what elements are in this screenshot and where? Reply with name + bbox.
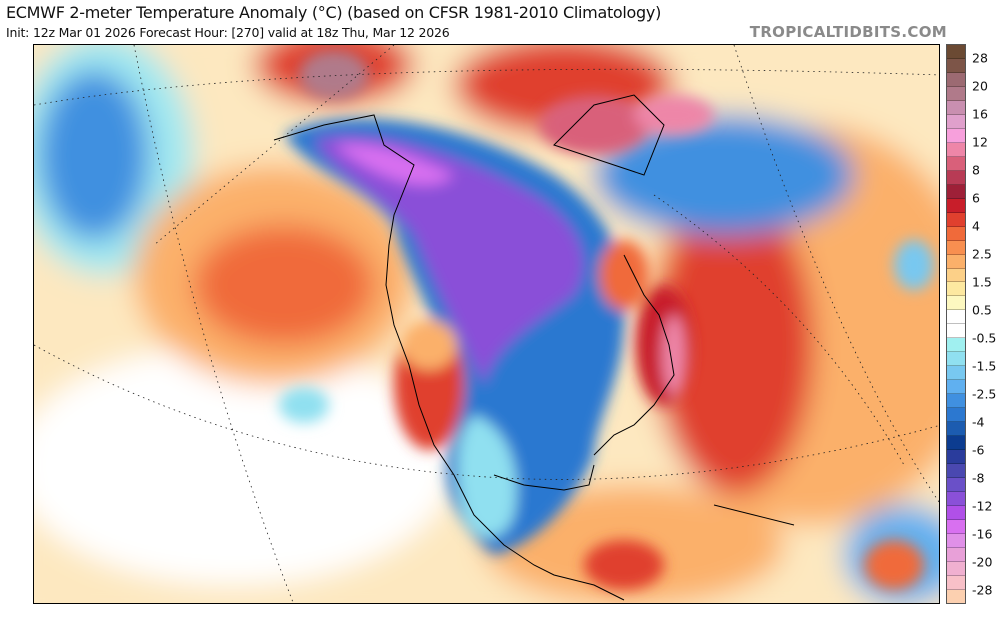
colorbar-bin [947,254,965,269]
colorbar-bin [947,547,965,562]
colorbar-bin [947,505,965,520]
colorbar-bin [947,296,965,311]
colorbar-bin [947,575,965,590]
colorbar-label: -1.5 [972,358,997,374]
colorbar-bin [947,408,965,423]
colorbar-label: 0.5 [972,302,992,318]
colorbar-bin [947,310,965,325]
colorbar-label: -28 [972,582,993,598]
colorbar-bin [947,45,965,59]
colorbar-bin [947,184,965,199]
colorbar-label: -20 [972,554,993,570]
colorbar-bin [947,533,965,548]
anomaly-field [34,45,939,603]
colorbar-bin [947,58,965,73]
colorbar-bin [947,198,965,213]
colorbar [946,44,966,604]
colorbar-bin [947,366,965,381]
colorbar-bin [947,128,965,143]
temperature-anomaly-map [33,44,940,604]
coastlines [273,94,795,601]
colorbar-bin [947,240,965,255]
map-subtitle: Init: 12z Mar 01 2026 Forecast Hour: [27… [6,25,450,40]
colorbar-bin [947,114,965,129]
colorbar-bin [947,212,965,227]
colorbar-bin [947,170,965,185]
colorbar-bin [947,394,965,409]
colorbar-label: -0.5 [972,330,997,346]
colorbar-bin [947,436,965,451]
colorbar-bin [947,86,965,101]
colorbar-label: 4 [972,218,980,234]
colorbar-bin [947,380,965,395]
colorbar-bin [947,338,965,353]
colorbar-label: 6 [972,190,980,206]
colorbar-bin [947,324,965,339]
colorbar-label: 12 [972,134,988,150]
colorbar-label: -2.5 [972,386,997,402]
colorbar-bin [947,352,965,367]
colorbar-label: -4 [972,414,985,430]
colorbar-bin [947,450,965,465]
colorbar-bin [947,282,965,297]
colorbar-label: -8 [972,470,985,486]
colorbar-bin [947,226,965,241]
colorbar-bin [947,464,965,479]
brand-watermark: TROPICALTIDBITS.COM [749,23,947,41]
colorbar-bin [947,142,965,157]
colorbar-label: -12 [972,498,993,514]
colorbar-bin [947,561,965,576]
colorbar-bin [947,589,965,603]
colorbar-label: 1.5 [972,274,992,290]
colorbar-bin [947,492,965,506]
colorbar-bin [947,156,965,171]
colorbar-bin [947,268,965,283]
colorbar-label: 8 [972,162,980,178]
colorbar-bin [947,519,965,534]
map-title: ECMWF 2-meter Temperature Anomaly (°C) (… [6,3,662,22]
colorbar-bin [947,100,965,115]
colorbar-label: -6 [972,442,985,458]
colorbar-label: 2.5 [972,246,992,262]
colorbar-bin [947,422,965,437]
colorbar-bin [947,478,965,492]
colorbar-label: 20 [972,78,988,94]
colorbar-label: 16 [972,106,988,122]
colorbar-label: -16 [972,526,993,542]
graticule [34,45,939,603]
colorbar-label: 28 [972,50,988,66]
colorbar-bin [947,72,965,87]
